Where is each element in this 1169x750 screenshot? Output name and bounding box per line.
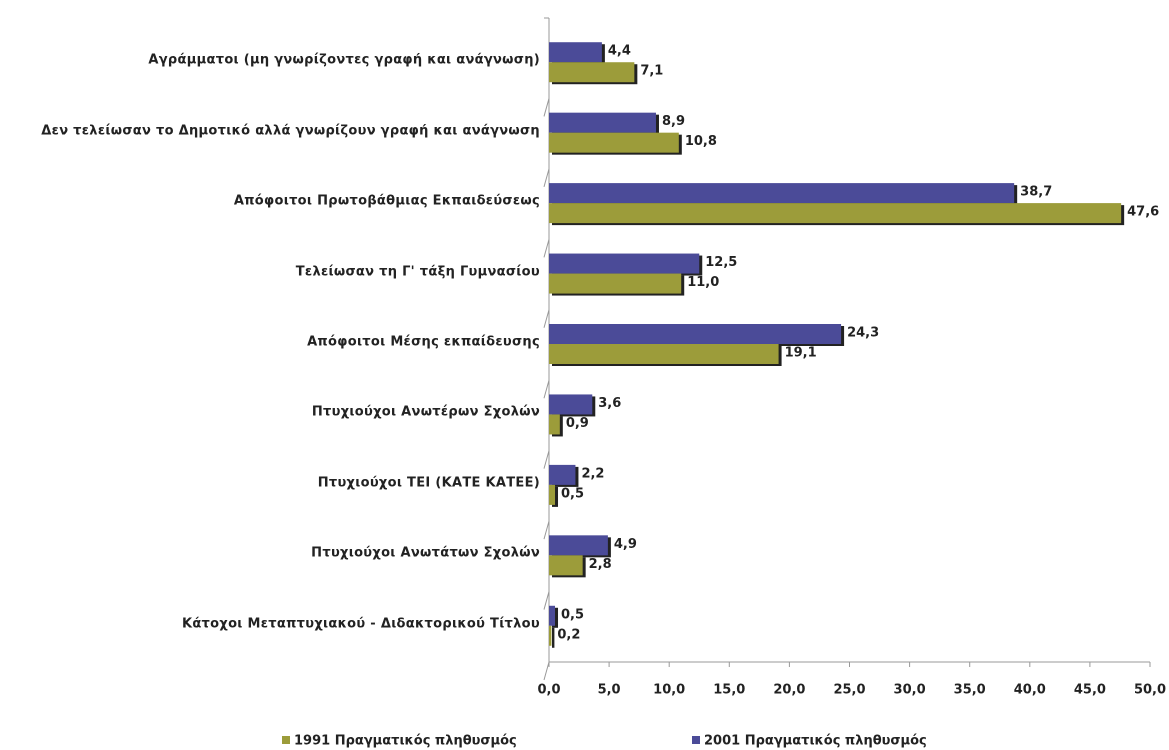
data-label: 19,1: [785, 346, 817, 361]
data-label: 47,6: [1127, 205, 1159, 220]
data-label: 38,7: [1020, 185, 1052, 200]
x-tick-label: 30,0: [894, 683, 926, 698]
x-tick-label: 5,0: [598, 683, 621, 698]
bar: [549, 324, 842, 344]
data-label: 11,0: [687, 275, 719, 290]
y-tick-label: Πτυχιούχοι Ανωτέρων Σχολών: [311, 404, 540, 420]
category-tick: [543, 380, 550, 399]
data-label: 0,5: [561, 486, 584, 501]
category-tick: [543, 98, 550, 117]
bar: [549, 344, 779, 364]
category-tick: [543, 239, 550, 258]
data-label: 3,6: [598, 396, 621, 411]
bar: [549, 183, 1015, 204]
data-label: 10,8: [685, 134, 717, 149]
data-label: 12,5: [705, 255, 737, 270]
x-tick-label: 0,0: [537, 683, 560, 698]
y-tick-label: Αγράμματοι (μη γνωρίζοντες γραφή και ανά…: [148, 52, 540, 68]
x-tick-label: 10,0: [653, 683, 685, 698]
data-label: 24,3: [847, 326, 879, 341]
bar: [549, 62, 635, 83]
bar: [549, 605, 556, 626]
bar: [549, 273, 682, 294]
category-tick: [543, 309, 550, 328]
x-tick-label: 35,0: [954, 683, 986, 698]
x-tick-label: 25,0: [833, 683, 865, 698]
bar: [549, 394, 593, 415]
data-label: 2,8: [589, 557, 612, 572]
data-label: 4,9: [614, 537, 637, 552]
bar: [549, 414, 560, 435]
data-label: 7,1: [640, 64, 663, 79]
data-label: 0,2: [557, 627, 580, 642]
bar: [549, 112, 656, 133]
category-tick: [543, 661, 550, 681]
data-label: 4,4: [608, 44, 631, 59]
y-tick-label: Πτυχιούχοι Ανωτάτων Σχολών: [311, 545, 540, 561]
data-label: 2,2: [581, 466, 604, 481]
x-tick-label: 40,0: [1014, 683, 1046, 698]
data-label: 8,9: [662, 114, 685, 129]
bar: [549, 555, 583, 576]
x-tick-label: 20,0: [773, 683, 805, 698]
bar: [549, 464, 576, 485]
legend-label: 1991 Πραγματικός πληθυσμός: [294, 734, 517, 749]
y-tick-label: Δεν τελείωσαν το Δημοτικό αλλά γνωρίζουν…: [41, 123, 540, 139]
x-tick-label: 15,0: [713, 683, 745, 698]
x-tick-label: 45,0: [1074, 683, 1106, 698]
bar-shadow: [552, 627, 555, 648]
bar: [549, 132, 679, 153]
y-tick-label: Απόφοιτοι Μέσης εκπαίδευσης: [307, 334, 540, 350]
category-tick: [543, 591, 550, 610]
y-tick-label: Τελείωσαν τη Γ' τάξη Γυμνασίου: [295, 264, 540, 280]
y-tick-label: Απόφοιτοι Πρωτοβάθμιας Εκπαιδεύσεως: [233, 193, 540, 209]
y-tick-label: Κάτοχοι Μεταπτυχιακού - Διδακτορικού Τίτ…: [181, 616, 540, 632]
bar: [549, 535, 608, 556]
data-label: 0,9: [566, 416, 589, 431]
bar: [549, 42, 602, 63]
legend-label: 2001 Πραγματικός πληθυσμός: [704, 734, 927, 749]
category-tick: [543, 450, 550, 469]
bar: [549, 484, 556, 505]
bar: [549, 625, 552, 646]
category-tick: [543, 520, 550, 540]
bar: [549, 253, 700, 274]
bar: [549, 203, 1122, 224]
data-label: 0,5: [561, 607, 584, 622]
x-tick-label: 50,0: [1134, 683, 1166, 698]
legend-swatch: [692, 736, 700, 744]
category-tick: [543, 168, 550, 188]
y-tick-label: Πτυχιούχοι ΤΕΙ (ΚΑΤΕ ΚΑΤΕΕ): [317, 475, 540, 491]
legend-swatch: [282, 736, 290, 744]
